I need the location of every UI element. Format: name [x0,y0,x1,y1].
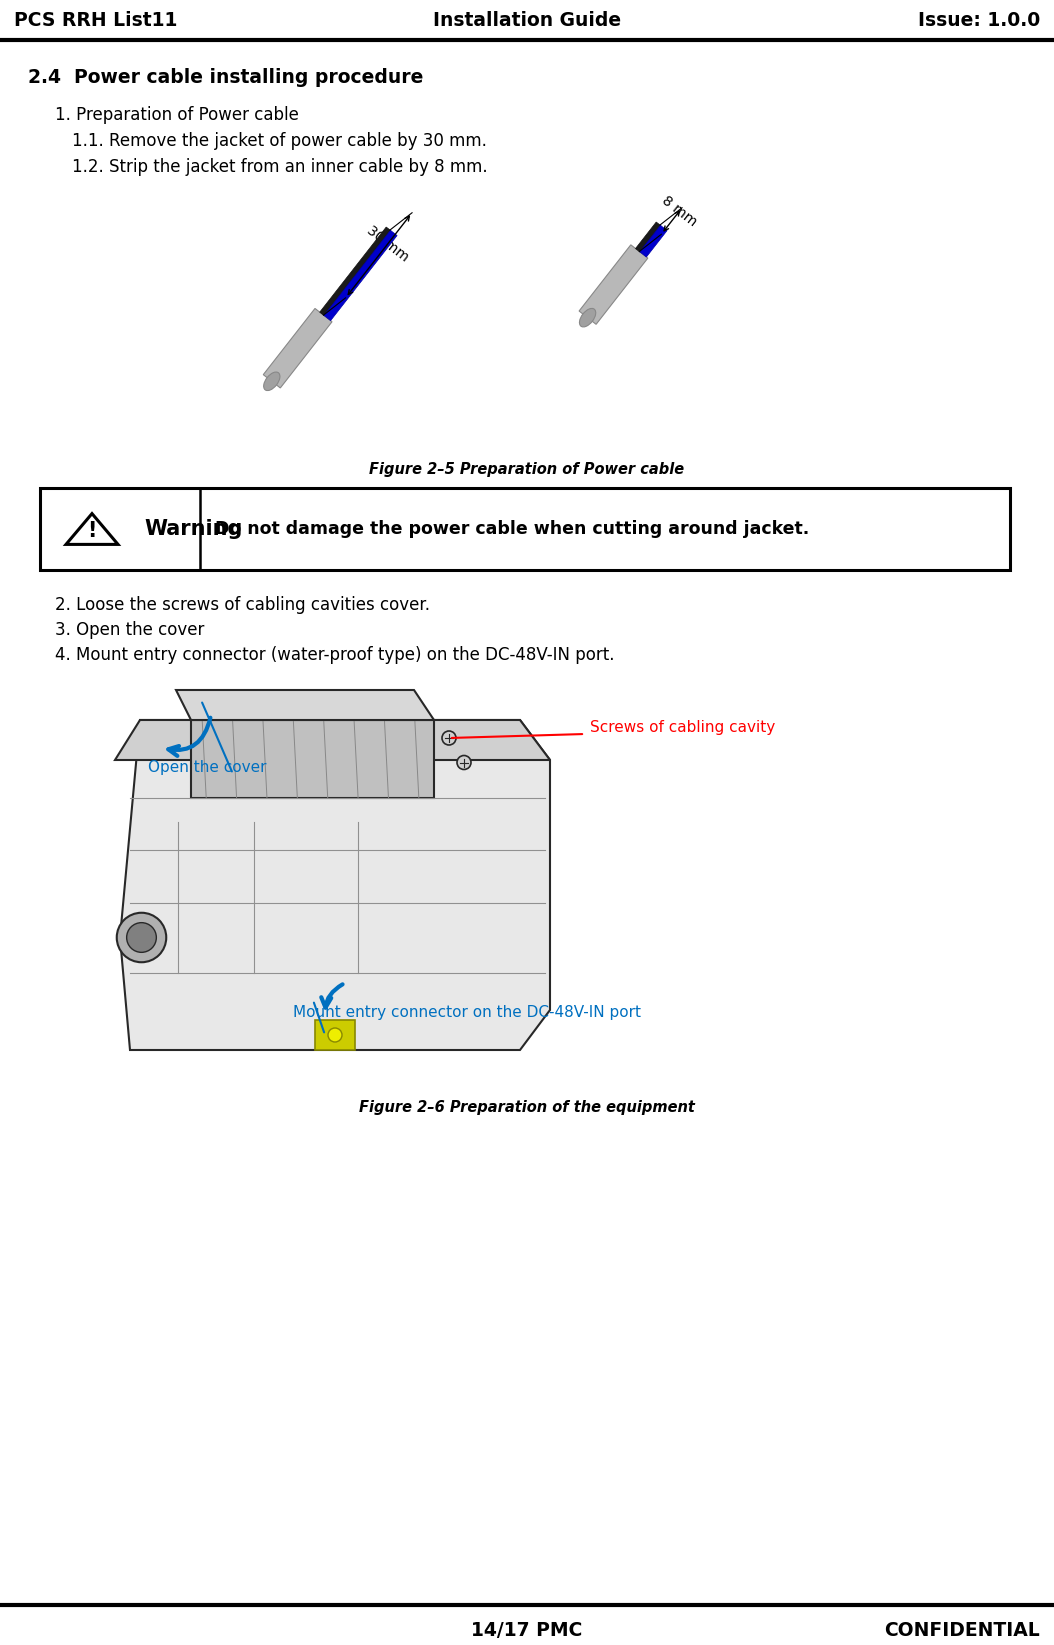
Polygon shape [324,230,397,321]
Text: 4. Mount entry connector (water-proof type) on the DC-48V-IN port.: 4. Mount entry connector (water-proof ty… [55,646,614,665]
Text: !: ! [87,521,97,541]
Polygon shape [319,227,391,316]
Text: 2. Loose the screws of cabling cavities cover.: 2. Loose the screws of cabling cavities … [55,595,430,614]
Text: 3. Open the cover: 3. Open the cover [55,622,204,638]
Text: Installation Guide: Installation Guide [433,10,621,30]
Polygon shape [640,225,667,257]
Circle shape [328,1028,341,1041]
Polygon shape [115,721,550,760]
Text: PCS RRH List11: PCS RRH List11 [14,10,177,30]
Text: 8 mm: 8 mm [659,192,700,229]
Text: 30 mm: 30 mm [365,224,411,265]
Text: Figure 2–6 Preparation of the equipment: Figure 2–6 Preparation of the equipment [359,1101,695,1115]
Text: 14/17 PMC: 14/17 PMC [471,1620,583,1640]
Polygon shape [176,689,434,721]
Text: 1.1. Remove the jacket of power cable by 30 mm.: 1.1. Remove the jacket of power cable by… [72,132,487,150]
Text: Open the cover: Open the cover [148,760,267,775]
Polygon shape [636,222,661,252]
Text: Figure 2–5 Preparation of Power cable: Figure 2–5 Preparation of Power cable [370,462,684,477]
Polygon shape [191,721,434,798]
Text: 1.2. Strip the jacket from an inner cable by 8 mm.: 1.2. Strip the jacket from an inner cabl… [72,158,488,176]
Polygon shape [66,513,118,544]
Bar [40,489,1010,571]
FancyArrowPatch shape [321,984,343,1008]
Circle shape [126,923,156,952]
Text: Do not damage the power cable when cutting around jacket.: Do not damage the power cable when cutti… [215,520,809,538]
Circle shape [442,730,456,745]
Text: 2.4  Power cable installing procedure: 2.4 Power cable installing procedure [28,67,424,87]
Ellipse shape [264,372,280,390]
Polygon shape [120,721,550,1050]
Text: Screws of cabling cavity: Screws of cabling cavity [590,721,776,735]
Circle shape [457,755,471,770]
Text: Mount entry connector on the DC-48V-IN port: Mount entry connector on the DC-48V-IN p… [293,1005,641,1020]
Text: Warning: Warning [144,520,242,540]
Polygon shape [579,245,648,324]
Text: 1. Preparation of Power cable: 1. Preparation of Power cable [55,105,299,123]
Text: Issue: 1.0.0: Issue: 1.0.0 [918,10,1040,30]
Text: CONFIDENTIAL: CONFIDENTIAL [884,1620,1040,1640]
Bar [315,1020,355,1050]
Ellipse shape [580,308,596,327]
FancyArrowPatch shape [169,717,211,757]
Polygon shape [264,309,332,388]
Circle shape [117,913,167,962]
